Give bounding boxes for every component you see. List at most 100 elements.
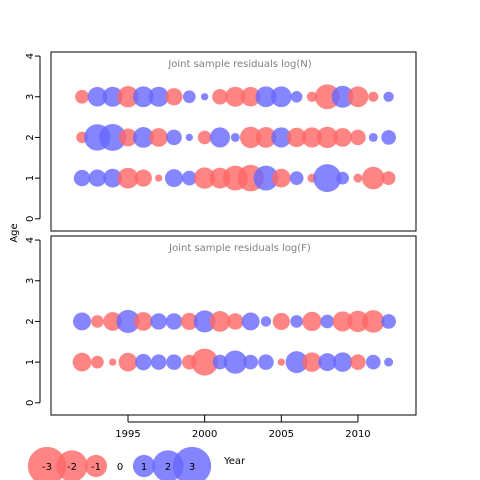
residual-point [200, 93, 209, 101]
residual-point [331, 85, 354, 108]
legend-label: 0 [117, 462, 123, 473]
residual-point [365, 354, 381, 370]
residual-point [165, 313, 183, 330]
residual-point [277, 358, 285, 366]
residual-point [255, 127, 277, 148]
residual-point [302, 352, 322, 372]
y-axis-label: Age [9, 223, 20, 242]
residual-point [332, 311, 353, 332]
residual-point [209, 311, 231, 332]
residual-point [90, 315, 104, 328]
residual-point [109, 358, 117, 366]
residual-point [150, 313, 167, 330]
x-tick-label: 2005 [269, 429, 294, 440]
residual-point [193, 167, 216, 189]
residual-point [381, 314, 396, 329]
residual-point [90, 355, 104, 369]
residual-point [116, 309, 140, 334]
legend-label: -3 [42, 462, 52, 473]
residual-point [134, 169, 152, 187]
residual-point [333, 128, 352, 147]
residual-point [353, 173, 363, 183]
residual-point [285, 351, 308, 374]
residual-point [271, 168, 291, 188]
legend-label: 2 [165, 462, 171, 473]
residual-point [166, 354, 182, 370]
residual-point [301, 127, 323, 148]
residual-point [272, 312, 290, 331]
y-tick-label: 3 [25, 278, 36, 284]
residual-point [383, 91, 394, 102]
residual-point [182, 90, 196, 104]
residual-point [102, 86, 123, 107]
legend-bubble [132, 454, 156, 478]
panel-log-f-y-axis: 0 1 2 3 4 [25, 237, 41, 406]
residual-point [290, 315, 303, 328]
residual-point [132, 86, 154, 108]
residual-point [239, 126, 262, 149]
residual-point [103, 168, 123, 188]
residual-point [384, 357, 394, 367]
panel-log-n-frame [50, 51, 417, 232]
residual-point [332, 352, 353, 372]
residual-point [302, 311, 322, 332]
residual-point [193, 310, 216, 333]
legend-bubble [56, 450, 88, 480]
residual-point [209, 127, 231, 148]
panel-log-n-y-axis: 0 1 2 3 4 [25, 53, 41, 222]
x-tick-label: 2000 [192, 429, 217, 440]
panel-log-n-title: Joint sample residuals log(N) [167, 59, 311, 70]
panel-log-n-points [73, 84, 396, 193]
y-tick-label: 2 [25, 318, 36, 324]
y-tick-label: 0 [25, 400, 36, 406]
residual-point [73, 312, 91, 331]
residual-point [381, 130, 396, 145]
residual-point [253, 165, 279, 191]
residual-point [361, 166, 385, 190]
panel-log-f-title: Joint sample residuals log(F) [168, 243, 311, 254]
x-axis-label: Year [223, 456, 246, 467]
panel-log-f-points [72, 309, 396, 376]
residual-point [313, 164, 342, 193]
residual-point [117, 167, 139, 189]
panel-log-f: Joint sample residuals log(F) 0 1 2 3 4 [25, 235, 417, 416]
residual-point [87, 87, 108, 107]
residual-point [318, 353, 337, 372]
residual-point [243, 354, 258, 370]
residual-point [197, 130, 212, 145]
residual-point [212, 354, 228, 370]
residual-point [289, 171, 304, 185]
residual-point [181, 170, 197, 186]
residual-point [336, 171, 349, 185]
y-tick-label: 4 [25, 53, 36, 59]
panel-log-n: Joint sample residuals log(N) 0 1 2 3 4 [25, 51, 417, 232]
residual-point [316, 126, 338, 149]
residual-point [117, 86, 139, 108]
residual-point [368, 91, 379, 102]
residual-point [166, 129, 182, 146]
residual-point [191, 348, 219, 376]
size-legend: -3 -2 -1 0 1 2 3 [27, 446, 212, 480]
residual-point [180, 312, 198, 331]
residual-point [347, 86, 369, 108]
residual-point [240, 87, 261, 107]
residual-point [350, 129, 366, 146]
residual-point [320, 314, 335, 329]
legend-bubble [172, 446, 212, 480]
residual-point [149, 128, 169, 147]
residual-point [230, 132, 240, 142]
residual-point [381, 171, 396, 185]
residual-point [88, 169, 106, 187]
x-tick-label: 2010 [345, 429, 370, 440]
residual-point [154, 174, 163, 182]
x-axis: 1995 2000 2005 2010 [115, 415, 371, 440]
y-tick-label: 4 [25, 237, 36, 243]
residual-point [223, 350, 247, 374]
residual-point [368, 132, 378, 142]
y-tick-label: 1 [25, 175, 36, 181]
residual-point [314, 84, 340, 110]
legend-label: -1 [91, 462, 101, 473]
residual-point [165, 88, 183, 106]
residual-point [347, 310, 369, 333]
residual-point [99, 123, 127, 151]
